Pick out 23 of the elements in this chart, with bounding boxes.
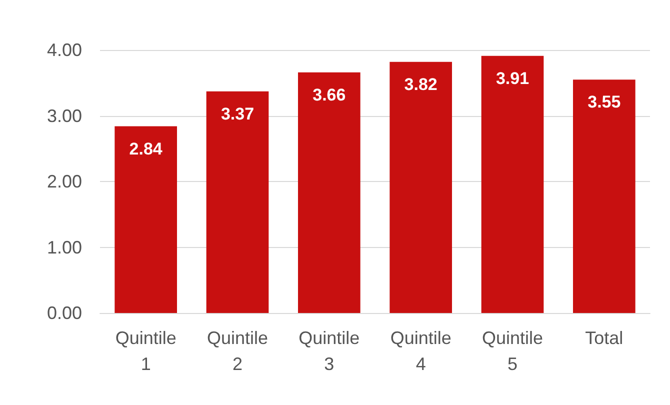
bar — [206, 91, 269, 313]
y-tick-label: 0.00 — [46, 303, 82, 323]
x-tick-label: Quintile 1 — [115, 328, 176, 374]
data-label: 3.91 — [496, 68, 530, 88]
data-label: 2.84 — [129, 139, 163, 158]
x-tick-label: Quintile 4 — [390, 328, 452, 374]
y-tick-label: 4.00 — [46, 40, 82, 60]
y-tick-label: 3.00 — [46, 106, 82, 126]
x-tick-label: Total — [585, 328, 624, 348]
x-tick-label: Quintile 2 — [206, 328, 268, 374]
bar — [481, 56, 544, 313]
bar — [114, 126, 177, 313]
y-tick-label: 1.00 — [46, 237, 82, 258]
data-label: 3.55 — [588, 92, 621, 112]
x-tick-label: Quintile 3 — [298, 328, 360, 374]
bar — [298, 72, 360, 313]
data-label: 3.66 — [312, 85, 346, 104]
bar — [573, 80, 636, 313]
x-tick-label: Quintile 5 — [482, 328, 544, 374]
y-tick-label: 2.00 — [46, 172, 82, 192]
data-label: 3.82 — [404, 74, 438, 94]
bar — [390, 62, 452, 313]
data-label: 3.37 — [220, 104, 254, 124]
